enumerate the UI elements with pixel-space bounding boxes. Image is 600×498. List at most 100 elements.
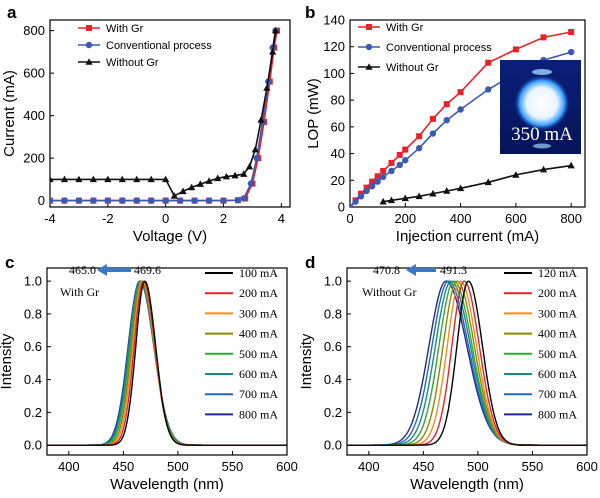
data-point [567, 161, 575, 169]
x-tick-label: -2 [102, 211, 114, 226]
data-point [220, 197, 227, 204]
legend: 100 mA 200 mA 300 mA 400 mA 500 mA 600 mA 700 … [205, 266, 278, 421]
legend-entry: 700 mA [239, 387, 278, 401]
y-tick-label: 0 [338, 200, 345, 215]
series-group [350, 29, 575, 207]
data-point [89, 175, 97, 183]
legend-entry: 300 mA [538, 306, 577, 320]
y-tick-label: 140 [323, 13, 345, 28]
x-tick-label: -4 [44, 211, 56, 226]
series-with-gr [50, 27, 280, 204]
data-point [50, 175, 54, 183]
inset-reflection-top [532, 69, 552, 75]
legend-entry: Without Gr [106, 57, 159, 69]
data-point [457, 106, 464, 113]
data-point [485, 86, 492, 93]
data-point [352, 198, 359, 205]
inset-photo: 350 mA [500, 60, 581, 154]
series-without-gr [50, 26, 280, 199]
legend-marker [85, 41, 93, 49]
y-tick-label: 800 [23, 23, 45, 38]
data-point [205, 197, 213, 204]
data-point [415, 192, 423, 200]
panel-a: -4 -2 0 2 4 0 200 400 600 800 Voltage (V) Current (… [1, 3, 291, 245]
data-point [396, 151, 403, 158]
legend-marker [365, 43, 373, 51]
y-tick-label: 60 [331, 119, 345, 134]
data-point [247, 180, 255, 187]
y-tick-label: 0.4 [24, 372, 42, 387]
data-point [119, 197, 126, 204]
y-tick-label: 0.2 [324, 405, 342, 420]
panel-b: 0 200 400 600 800 0 20 40 60 80 100 120 140 Injection… [305, 3, 586, 245]
data-point [443, 101, 450, 108]
data-point [456, 184, 465, 192]
data-point [540, 34, 547, 41]
data-point [231, 171, 239, 179]
legend-entry: With Gr [386, 22, 424, 34]
legend-entry: 600 mA [239, 367, 278, 381]
series-group [50, 26, 280, 204]
data-point [368, 183, 376, 190]
data-point [396, 161, 403, 169]
y-tick-label: 0.8 [324, 306, 342, 321]
shift-to-label: 470.8 [373, 263, 400, 277]
data-point [443, 116, 450, 124]
data-point [251, 145, 259, 153]
y-tick-label: 40 [331, 146, 345, 161]
data-point [269, 48, 277, 55]
x-tick-label: 450 [413, 459, 435, 474]
y-tick-label: 600 [23, 66, 45, 81]
inset-label: 350 mA [511, 124, 573, 145]
x-tick-label: 500 [467, 459, 489, 474]
data-point [512, 171, 520, 178]
shift-arrow-head [406, 264, 416, 276]
legend-marker [86, 25, 92, 31]
y-tick-label: 0.2 [24, 405, 42, 420]
y-tick-label: 20 [331, 173, 345, 188]
y-tick-label: 1.0 [324, 274, 342, 289]
y-tick-label: 0.6 [24, 339, 42, 354]
condition-label: Without Gr [362, 285, 417, 299]
legend-entry: Without Gr [386, 62, 439, 74]
x-axis-label: Wavelength (nm) [110, 476, 224, 493]
y-axis-label: Intensity [0, 333, 15, 389]
data-point [350, 203, 354, 207]
data-point [240, 195, 247, 202]
x-tick-label: 0 [346, 211, 353, 226]
legend-entry: With Gr [106, 23, 144, 35]
y-tick-label: 0.0 [24, 438, 42, 453]
panel-letter: c [5, 253, 14, 272]
data-point [380, 167, 387, 174]
x-tick-label: 550 [522, 459, 544, 474]
data-point [357, 193, 365, 200]
data-point [75, 175, 83, 183]
legend-entry: 200 mA [239, 286, 278, 300]
x-tick-label: 400 [450, 211, 472, 226]
data-point [401, 194, 409, 202]
x-tick-label: 0 [162, 211, 169, 226]
data-point [416, 133, 423, 140]
legend-entry: 400 mA [538, 327, 577, 341]
legend: With Gr Conventional process Without Gr [358, 22, 492, 74]
data-point [104, 175, 112, 183]
data-point [363, 187, 370, 195]
data-point [61, 197, 68, 204]
x-tick-label: 400 [58, 459, 80, 474]
spectrum-120-mA [347, 280, 587, 446]
data-point [90, 197, 97, 204]
shift-arrow-head [97, 264, 107, 276]
data-point [388, 167, 395, 175]
y-tick-label: 0.4 [324, 372, 342, 387]
x-tick-label: 2 [220, 211, 227, 226]
condition-label: With Gr [60, 285, 99, 299]
data-point [214, 174, 222, 182]
legend-entry: 500 mA [239, 347, 278, 361]
legend-entry: 300 mA [239, 306, 278, 320]
x-tick-label: 600 [276, 459, 298, 474]
data-point [222, 172, 230, 180]
data-point [133, 197, 140, 204]
data-point [388, 159, 395, 166]
series-conventional-process [350, 48, 575, 207]
data-point [147, 175, 155, 183]
